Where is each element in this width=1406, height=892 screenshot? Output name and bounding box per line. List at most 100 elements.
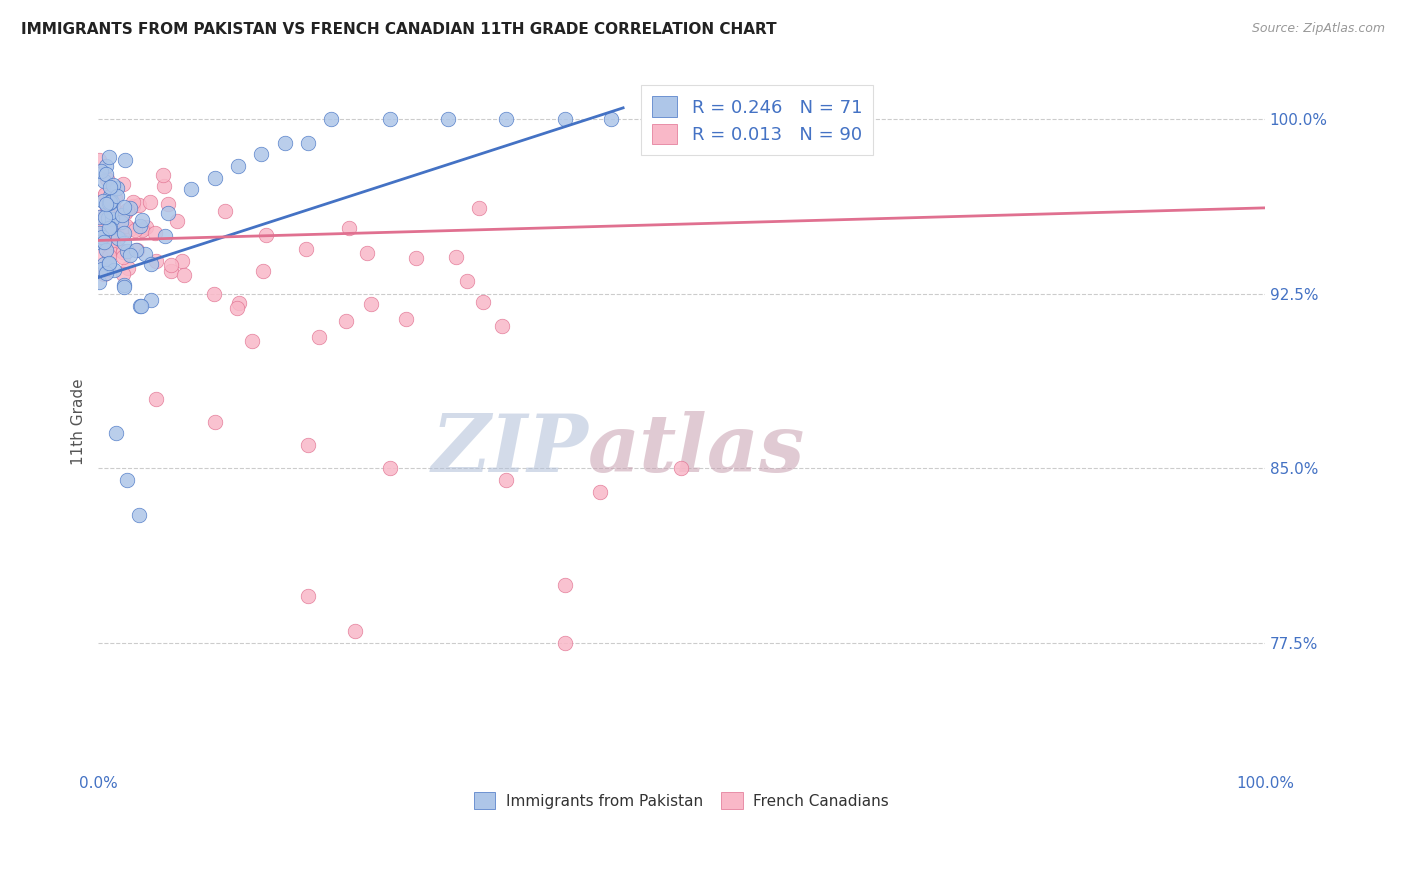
Point xyxy=(103,198,125,212)
Point xyxy=(139,293,162,307)
Point xyxy=(554,636,576,650)
Point xyxy=(337,221,360,235)
Point xyxy=(295,242,318,256)
Point xyxy=(89,249,111,263)
Point xyxy=(103,263,125,277)
Legend: Immigrants from Pakistan, French Canadians: Immigrants from Pakistan, French Canadia… xyxy=(468,786,896,815)
Point xyxy=(395,311,418,326)
Point xyxy=(90,163,112,178)
Point xyxy=(495,473,517,487)
Point xyxy=(166,214,188,228)
Point xyxy=(98,196,121,211)
Point xyxy=(321,112,343,127)
Point xyxy=(456,274,478,288)
Point xyxy=(93,267,115,281)
Point xyxy=(104,426,127,441)
Point xyxy=(128,508,150,522)
Point xyxy=(554,577,576,591)
Point xyxy=(97,150,120,164)
Point xyxy=(96,172,118,186)
Point xyxy=(141,257,163,271)
Point xyxy=(94,243,117,257)
Point xyxy=(110,214,132,228)
Point xyxy=(98,249,121,263)
Point xyxy=(145,226,167,240)
Point xyxy=(111,250,134,264)
Point xyxy=(125,244,148,258)
Point xyxy=(360,297,382,311)
Point xyxy=(139,195,162,210)
Point xyxy=(96,192,118,206)
Point xyxy=(93,235,115,249)
Point xyxy=(156,196,179,211)
Point xyxy=(100,212,122,227)
Point xyxy=(495,112,517,127)
Point xyxy=(554,112,576,127)
Point xyxy=(589,484,612,499)
Point xyxy=(159,258,181,272)
Point xyxy=(89,153,111,167)
Point xyxy=(129,219,152,233)
Point xyxy=(118,248,141,262)
Point xyxy=(671,787,693,801)
Point xyxy=(98,189,121,203)
Point xyxy=(100,204,122,219)
Point xyxy=(98,221,121,235)
Point xyxy=(129,299,152,313)
Point xyxy=(112,278,135,293)
Point xyxy=(173,268,195,282)
Point xyxy=(112,267,135,281)
Point xyxy=(114,206,136,220)
Point xyxy=(671,461,693,475)
Point xyxy=(378,461,401,475)
Point xyxy=(132,221,155,235)
Point xyxy=(118,202,141,216)
Point xyxy=(250,147,273,161)
Point xyxy=(97,262,120,277)
Point xyxy=(308,329,330,343)
Point xyxy=(152,168,174,182)
Point xyxy=(356,245,378,260)
Point xyxy=(89,275,111,289)
Point xyxy=(114,153,136,167)
Point xyxy=(93,174,115,188)
Point xyxy=(93,233,115,247)
Point xyxy=(491,318,513,333)
Text: ZIP: ZIP xyxy=(432,411,588,489)
Text: atlas: atlas xyxy=(588,411,806,489)
Point xyxy=(93,187,115,202)
Point xyxy=(117,261,139,276)
Point xyxy=(204,415,226,429)
Point xyxy=(89,226,111,240)
Point xyxy=(122,194,145,209)
Point xyxy=(93,210,115,224)
Point xyxy=(127,243,149,257)
Point xyxy=(157,205,180,219)
Point xyxy=(112,226,135,240)
Point xyxy=(98,220,121,235)
Point xyxy=(214,204,236,219)
Point xyxy=(145,392,167,406)
Point xyxy=(111,177,134,191)
Point xyxy=(170,254,193,268)
Point xyxy=(97,202,120,216)
Point xyxy=(180,182,202,196)
Point xyxy=(89,210,111,224)
Point xyxy=(107,231,129,245)
Point xyxy=(94,187,117,202)
Point xyxy=(89,233,111,247)
Point xyxy=(600,112,623,127)
Point xyxy=(437,112,460,127)
Point xyxy=(226,301,249,315)
Point xyxy=(297,589,319,603)
Point xyxy=(226,159,249,173)
Point xyxy=(97,243,120,257)
Point xyxy=(91,262,114,277)
Point xyxy=(153,229,176,244)
Point xyxy=(89,213,111,227)
Point xyxy=(111,226,134,240)
Point xyxy=(98,195,121,210)
Point xyxy=(101,178,124,193)
Point xyxy=(89,235,111,249)
Point xyxy=(97,211,120,226)
